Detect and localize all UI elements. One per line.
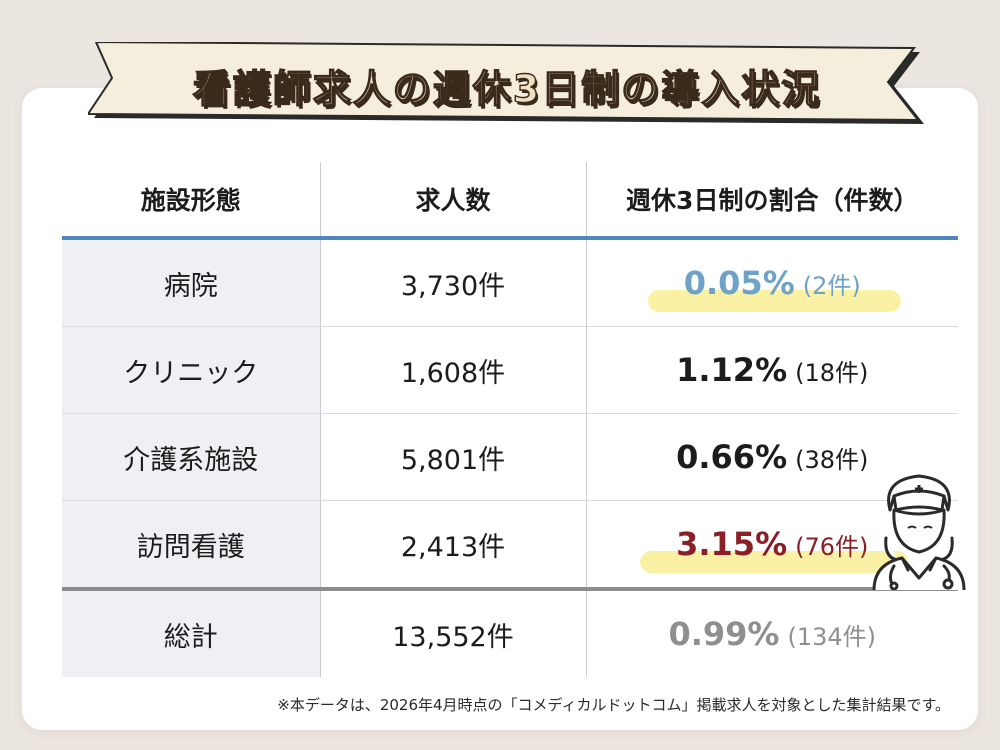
title-banner: 看護師求人の週休3日制の導入状況 [88,42,926,128]
page-title: 看護師求人の週休3日制の導入状況 [192,66,822,111]
footnote: ※本データは、2026年4月時点の「コメディカルドットコム」掲載求人を対象とした… [277,696,950,714]
job-count: 2,413件 [319,500,586,590]
ratio-count: (2件) [802,272,861,300]
ratio-cell: 0.66% (38件) [585,413,958,501]
job-count: 3,730件 [319,238,586,327]
ratio-percent: 0.66% [676,438,788,476]
adoption-table: 施設形態 求人数 週休3日制の割合（件数） 病院 3,730件 0.05% (2件… [62,162,958,677]
ratio-count: (18件) [795,359,869,387]
total-row: 総計 13,552件 0.99% (134件) [62,587,958,677]
total-label: 総計 [62,587,320,677]
ratio-value: 0.05% (2件) [647,264,901,312]
ratio-cell: 0.05% (2件) [585,238,958,327]
nurse-icon [872,474,966,590]
ratio-value: 1.12% (18件) [676,351,868,389]
table-row: 病院 3,730件 0.05% (2件) [62,238,958,327]
facility-name: 介護系施設 [62,413,320,501]
header-job-count: 求人数 [319,162,586,240]
ratio-count: (134件) [787,623,877,651]
header-ratio: 週休3日制の割合（件数） [585,162,958,240]
job-count: 5,801件 [319,413,586,501]
ratio-value: 0.99% (134件) [668,615,876,653]
ratio-percent: 3.15% [676,525,788,563]
total-job-count: 13,552件 [319,587,586,677]
highlight-marker [647,290,901,312]
facility-name: 病院 [62,238,320,327]
table-row: クリニック 1,608件 1.12% (18件) [62,326,958,414]
ratio-value: 3.15% (76件) [640,525,909,573]
total-ratio-cell: 0.99% (134件) [585,587,958,677]
ratio-count: (76件) [795,533,869,561]
ratio-value: 0.66% (38件) [676,438,868,476]
ratio-percent: 0.05% [683,264,795,302]
banner-ribbon [88,42,924,124]
table-header-row: 施設形態 求人数 週休3日制の割合（件数） [62,162,958,240]
header-facility-type: 施設形態 [62,162,320,240]
ratio-cell: 1.12% (18件) [585,326,958,414]
ratio-count: (38件) [795,446,869,474]
facility-name: 訪問看護 [62,500,320,590]
highlight-marker [640,551,909,573]
table-row: 介護系施設 5,801件 0.66% (38件) [62,413,958,501]
table-row: 訪問看護 2,413件 3.15% (76件) [62,500,958,590]
ratio-percent: 0.99% [668,615,780,653]
job-count: 1,608件 [319,326,586,414]
ratio-percent: 1.12% [676,351,788,389]
facility-name: クリニック [62,326,320,414]
